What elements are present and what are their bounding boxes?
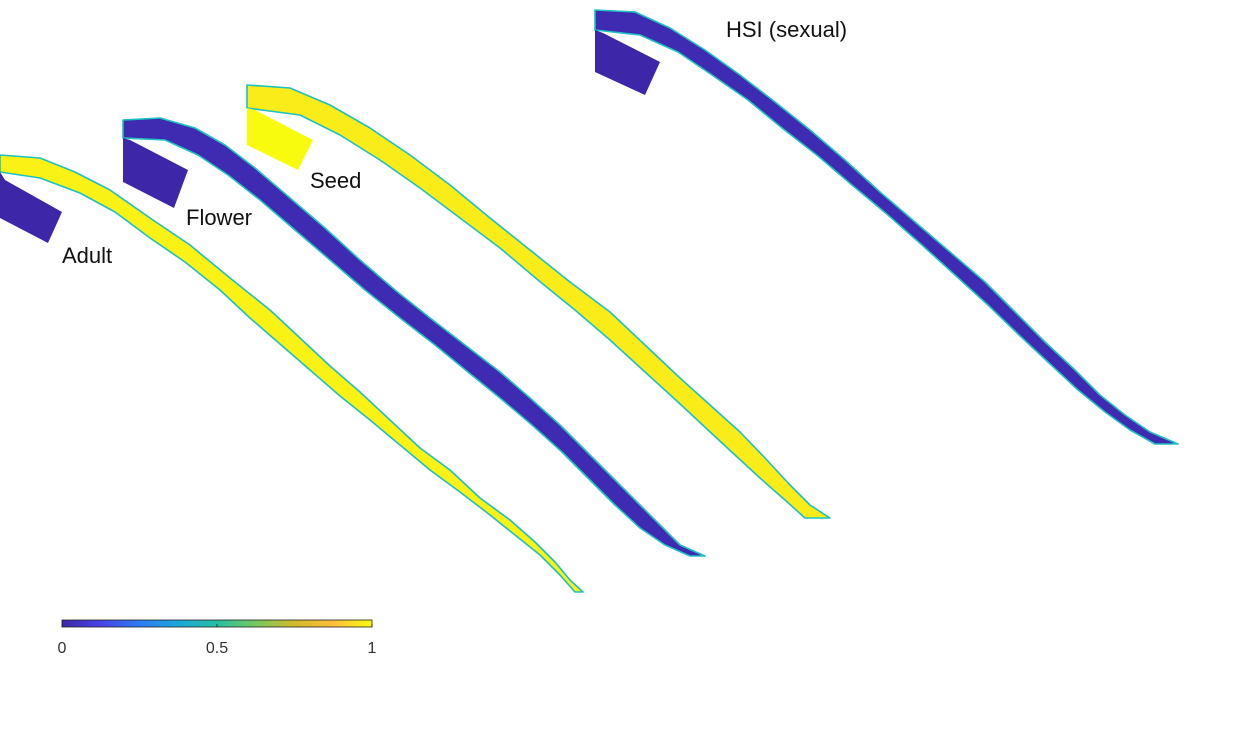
map-panel-adult: Adult [0,154,584,593]
reservoir-seed [247,108,313,170]
panel-label-seed: Seed [310,168,361,193]
panel-label-hsi-sexual: HSI (sexual) [726,17,847,42]
river-channel-hsi [594,9,1179,445]
reservoir-flower [123,138,188,208]
river-channel-flower [122,117,706,557]
reservoir-adult [0,172,62,243]
colorbar: 0 0.5 1 [58,619,377,657]
colorbar-tick-label: 0.5 [206,640,228,657]
panel-label-flower: Flower [186,205,252,230]
colorbar-tick-label: 1 [368,640,377,657]
colorbar-tick-label: 0 [58,640,67,657]
map-panel-flower: Flower [122,117,706,557]
colorbar-ticks: 0 0.5 1 [58,624,377,657]
map-panel-hsi-sexual: HSI (sexual) [594,9,1179,445]
river-channel-seed [246,84,831,519]
reservoir-hsi [595,30,660,95]
map-panel-seed: Seed [246,84,831,519]
panel-label-adult: Adult [62,243,112,268]
river-channel-adult [0,154,584,593]
